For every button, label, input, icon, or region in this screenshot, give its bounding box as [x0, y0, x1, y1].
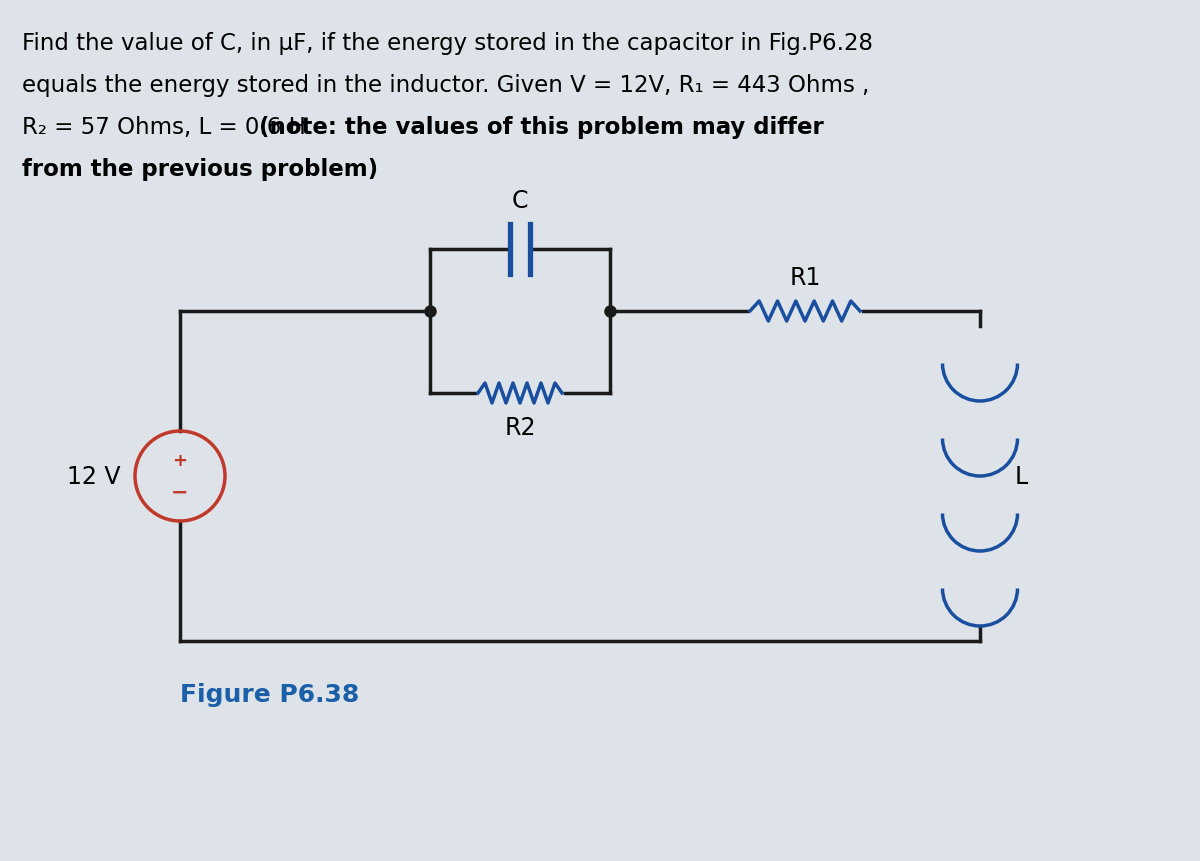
Text: R₂ = 57 Ohms, L = 0.6 H.: R₂ = 57 Ohms, L = 0.6 H. [22, 116, 328, 139]
Text: L: L [1015, 464, 1028, 488]
Text: equals the energy stored in the inductor. Given V = 12V, R₁ = 443 Ohms ,: equals the energy stored in the inductor… [22, 74, 869, 97]
Text: Find the value of C, in μF, if the energy stored in the capacitor in Fig.P6.28: Find the value of C, in μF, if the energ… [22, 32, 874, 55]
Text: from the previous problem): from the previous problem) [22, 158, 378, 181]
Text: C: C [511, 189, 528, 213]
Text: +: + [173, 451, 187, 469]
Text: (note: the values of this problem may differ: (note: the values of this problem may di… [259, 116, 823, 139]
Text: Figure P6.38: Figure P6.38 [180, 682, 359, 706]
Text: −: − [172, 482, 188, 503]
Text: R2: R2 [504, 416, 535, 439]
Text: R1: R1 [790, 266, 821, 289]
Text: 12 V: 12 V [66, 464, 120, 488]
